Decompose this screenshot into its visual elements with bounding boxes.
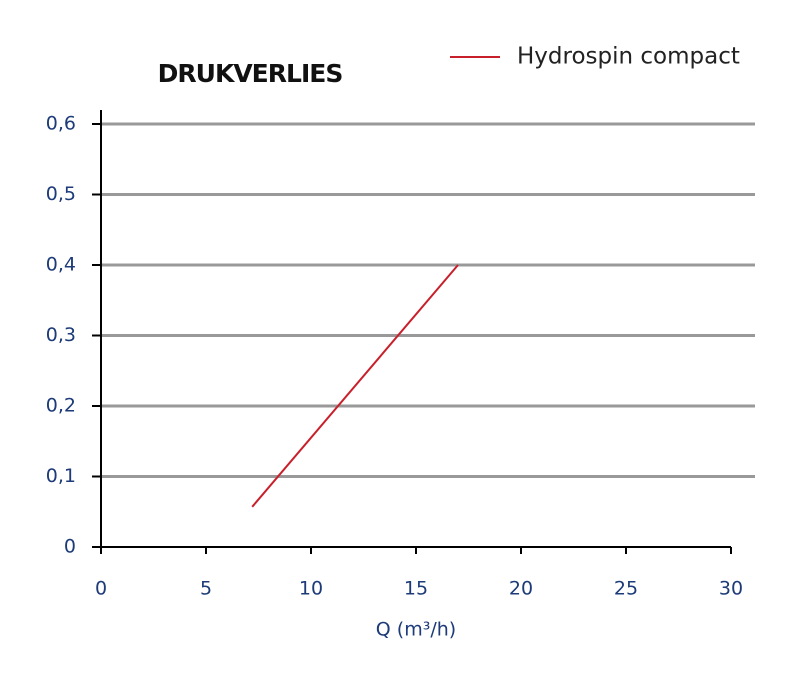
- y-tick-label: 0,6: [46, 113, 76, 135]
- y-tick-label: 0,2: [46, 395, 76, 417]
- chart-title: DRUKVERLIES: [158, 59, 343, 88]
- x-tick-label: 30: [719, 578, 743, 600]
- data-line: [251, 264, 459, 508]
- x-tick-label: 20: [509, 578, 533, 600]
- y-tick-label: 0,1: [46, 465, 76, 487]
- x-tick-label: 0: [95, 578, 107, 600]
- x-axis-label: Q (m³/h): [376, 619, 456, 641]
- x-tick-label: 5: [200, 578, 212, 600]
- x-tick-label: 10: [299, 578, 323, 600]
- x-tick-label: 15: [404, 578, 428, 600]
- legend-label: Hydrospin compact: [517, 44, 740, 70]
- y-tick-label: 0,5: [46, 183, 76, 205]
- y-tick-label: 0,4: [46, 254, 76, 276]
- y-tick-label: 0,3: [46, 324, 76, 346]
- y-tick-label: 0: [64, 536, 76, 558]
- x-tick-label: 25: [614, 578, 638, 600]
